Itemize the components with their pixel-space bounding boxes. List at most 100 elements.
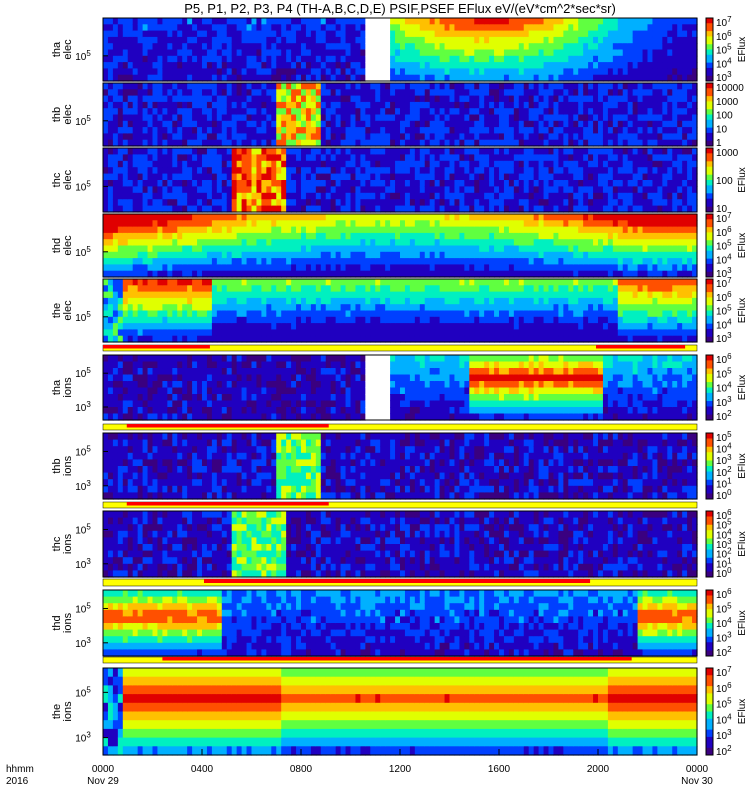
heatmap-cell: [370, 24, 376, 32]
heatmap-cell: [152, 49, 159, 57]
heatmap-cell: [499, 214, 505, 221]
heatmap-cell: [588, 148, 594, 155]
heatmap-cell: [187, 180, 193, 187]
heatmap-cell: [449, 139, 456, 147]
heatmap-cell: [553, 205, 559, 213]
heatmap-cell: [236, 186, 243, 194]
heatmap-cell: [147, 114, 154, 122]
heatmap-cell: [256, 270, 262, 278]
heatmap-cell: [528, 232, 535, 240]
heatmap-cell: [162, 101, 168, 109]
heatmap-cell: [281, 83, 287, 90]
heatmap-cell: [182, 114, 188, 122]
heatmap-cell: [558, 192, 564, 200]
heatmap-cell: [117, 192, 124, 200]
heatmap-cell: [533, 18, 540, 25]
heatmap-cell: [528, 49, 535, 57]
heatmap-cell: [182, 55, 188, 63]
heatmap-cell: [202, 18, 208, 25]
heatmap-cell: [246, 108, 253, 116]
heatmap-cell: [563, 18, 569, 25]
heatmap-cell: [662, 205, 668, 213]
heatmap-cell: [439, 139, 446, 147]
colorbar-segment: [706, 201, 713, 205]
heatmap-cell: [310, 239, 317, 247]
heatmap-cell: [117, 18, 124, 25]
heatmap-cell: [167, 205, 173, 213]
heatmap-cell: [206, 264, 213, 272]
heatmap-cell: [241, 68, 248, 76]
heatmap-cell: [439, 43, 446, 51]
heatmap-cell: [424, 167, 431, 175]
heatmap-cell: [662, 68, 668, 76]
heatmap-cell: [137, 30, 144, 38]
heatmap-cell: [122, 49, 129, 57]
heatmap-cell: [439, 160, 446, 168]
heatmap-cell: [409, 139, 416, 147]
heatmap-cell: [414, 160, 421, 168]
heatmap-cell: [142, 148, 149, 155]
heatmap-cell: [573, 148, 579, 155]
heatmap-cell: [117, 335, 124, 343]
heatmap-cell: [647, 133, 654, 141]
heatmap-cell: [568, 108, 574, 116]
heatmap-cell: [112, 95, 119, 103]
heatmap-cell: [578, 95, 584, 103]
heatmap-cell: [667, 173, 673, 181]
heatmap-cell: [335, 192, 342, 200]
heatmap-cell: [434, 232, 441, 240]
heatmap-cell: [340, 199, 347, 207]
heatmap-cell: [137, 36, 144, 44]
heatmap-cell: [652, 199, 658, 207]
heatmap-cell: [226, 245, 233, 253]
heatmap-cell: [499, 239, 505, 247]
heatmap-cell: [444, 192, 451, 200]
heatmap-cell: [127, 167, 134, 175]
heatmap-cell: [449, 55, 456, 63]
heatmap-cell: [528, 251, 535, 259]
heatmap-cell: [558, 43, 564, 51]
colorbar-segment: [706, 248, 713, 252]
heatmap-cell: [197, 160, 203, 168]
heatmap-cell: [112, 18, 119, 25]
heatmap-cell: [494, 226, 500, 234]
heatmap-cell: [107, 310, 114, 318]
heatmap-cell: [296, 220, 302, 228]
heatmap-cell: [508, 251, 515, 259]
heatmap-cell: [538, 186, 545, 194]
heatmap-cell: [484, 245, 490, 253]
heatmap-cell: [424, 55, 431, 63]
heatmap-cell: [211, 108, 218, 116]
heatmap-cell: [523, 133, 530, 141]
heatmap-cell: [192, 49, 198, 57]
heatmap-cell: [296, 108, 302, 116]
heatmap-cell: [112, 245, 119, 253]
heatmap-cell: [672, 101, 678, 109]
heatmap-cell: [182, 232, 188, 240]
heatmap-cell: [593, 160, 599, 168]
heatmap-cell: [667, 62, 673, 69]
heatmap-cell: [409, 226, 416, 234]
heatmap-cell: [216, 186, 223, 194]
heatmap-cell: [553, 30, 559, 38]
heatmap-cell: [330, 95, 337, 103]
heatmap-cell: [197, 226, 203, 234]
heatmap-cell: [469, 114, 475, 122]
heatmap-cell: [335, 120, 342, 128]
heatmap-cell: [494, 192, 500, 200]
heatmap-cell: [622, 101, 629, 109]
heatmap-cell: [122, 114, 129, 122]
heatmap-cell: [192, 220, 198, 228]
heatmap-cell: [612, 154, 619, 162]
colorbar-segment: [706, 31, 713, 35]
heatmap-cell: [558, 167, 564, 175]
heatmap-cell: [380, 36, 386, 44]
heatmap-cell: [543, 83, 550, 90]
colorbar-label: EFlux: [737, 233, 748, 259]
heatmap-cell: [221, 74, 228, 82]
heatmap-cell: [360, 192, 366, 200]
heatmap-cell: [296, 148, 302, 155]
heatmap-cell: [375, 192, 381, 200]
heatmap-cell: [439, 251, 446, 259]
heatmap-cell: [459, 180, 465, 187]
